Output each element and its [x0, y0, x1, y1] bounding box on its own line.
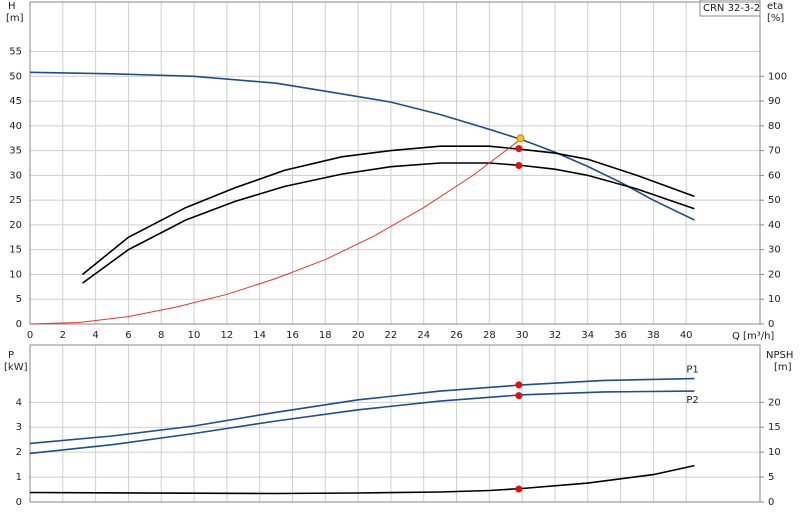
y2-tick-label: 10 [768, 294, 781, 305]
y-tick-label: 4 [16, 397, 22, 408]
x-tick-label: 10 [188, 330, 201, 341]
y2-label: NPSH [766, 350, 793, 361]
y-tick-label: 35 [9, 146, 22, 157]
y2-tick-label: 20 [768, 397, 781, 408]
x-label: Q [m³/h] [732, 331, 774, 342]
curve [29, 377, 695, 445]
y-tick-label: 15 [9, 245, 22, 256]
y2-tick-label: 0 [768, 497, 774, 508]
y2-tick-label: 10 [768, 447, 781, 458]
y-tick-label: 2 [16, 447, 22, 458]
y2-label: eta [767, 1, 783, 12]
y2-tick-label: 0 [768, 319, 774, 330]
y-tick-label: 5 [16, 294, 22, 305]
y-unit: [m] [6, 13, 24, 24]
y2-tick-label: 5 [768, 472, 774, 483]
x-tick-label: 30 [516, 330, 529, 341]
marker [515, 485, 523, 493]
x-tick-label: 28 [483, 330, 496, 341]
series-label: P2 [686, 395, 698, 406]
plot-frame [29, 1, 761, 325]
y-tick-label: 55 [9, 47, 22, 58]
y-tick-label: 30 [9, 170, 22, 181]
y2-tick-label: 90 [768, 96, 781, 107]
x-tick-label: 6 [125, 330, 131, 341]
y-tick-label: 3 [16, 422, 22, 433]
curve [29, 464, 695, 495]
y-tick-label: 40 [9, 121, 22, 132]
y-tick-label: 0 [16, 497, 22, 508]
curve [81, 145, 695, 276]
y-tick-label: 1 [16, 472, 22, 483]
x-tick-label: 38 [647, 330, 660, 341]
x-tick-label: 22 [385, 330, 398, 341]
x-tick-label: 14 [253, 330, 266, 341]
marker [515, 161, 523, 169]
x-tick-label: 40 [680, 330, 693, 341]
marker [516, 134, 525, 143]
x-tick-label: 32 [549, 330, 562, 341]
y-label: P [8, 350, 14, 361]
y-label: H [8, 1, 16, 12]
curve [29, 71, 695, 221]
y2-tick-label: 40 [768, 220, 781, 231]
y2-tick-label: 100 [768, 71, 787, 82]
y-tick-label: 50 [9, 71, 22, 82]
y2-tick-label: 60 [768, 170, 781, 181]
x-tick-label: 4 [92, 330, 98, 341]
x-tick-label: 34 [581, 330, 594, 341]
y2-tick-label: 20 [768, 269, 781, 280]
y-tick-label: 45 [9, 96, 22, 107]
y-tick-label: 25 [9, 195, 22, 206]
x-tick-label: 18 [319, 330, 332, 341]
y2-unit: [m] [774, 362, 792, 373]
x-tick-label: 36 [614, 330, 627, 341]
curve [82, 162, 695, 284]
x-tick-label: 24 [417, 330, 430, 341]
series-label: P1 [686, 365, 698, 376]
marker [515, 145, 523, 153]
x-tick-label: 12 [220, 330, 233, 341]
x-tick-label: 8 [158, 330, 164, 341]
x-tick-label: 26 [450, 330, 463, 341]
x-tick-label: 0 [27, 330, 33, 341]
x-tick-label: 20 [352, 330, 365, 341]
x-tick-label: 16 [286, 330, 299, 341]
y2-tick-label: 15 [768, 422, 781, 433]
marker [515, 381, 523, 389]
chart-title: CRN 32-3-2 [703, 3, 760, 14]
y-unit: [kW] [4, 362, 28, 373]
y-tick-label: 20 [9, 220, 22, 231]
curve [29, 390, 695, 455]
plot-frame [29, 344, 761, 503]
y-tick-label: 10 [9, 269, 22, 280]
y2-tick-label: 50 [768, 195, 781, 206]
y2-tick-label: 80 [768, 121, 781, 132]
curve [29, 137, 523, 325]
y2-unit: [%] [767, 13, 784, 24]
y-tick-label: 0 [16, 319, 22, 330]
y2-tick-label: 30 [768, 245, 781, 256]
x-tick-label: 2 [60, 330, 66, 341]
marker [515, 392, 523, 400]
y2-tick-label: 70 [768, 146, 781, 157]
